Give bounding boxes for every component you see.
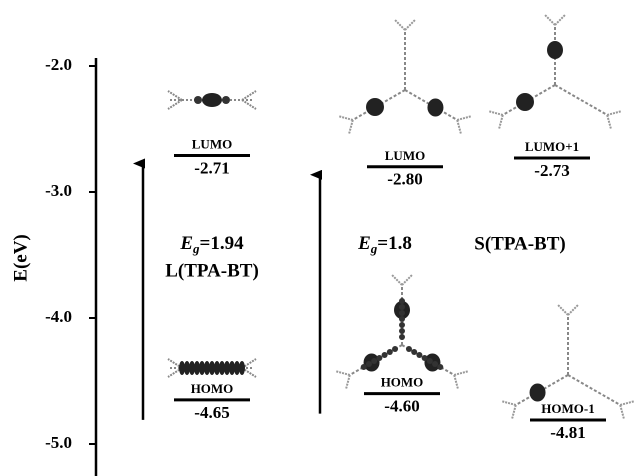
orbital-lobe <box>371 358 377 364</box>
orbital-lobe <box>361 364 367 370</box>
orbital-lobe <box>437 364 443 370</box>
orbital-lobe <box>530 384 546 402</box>
molecule-image <box>336 275 468 389</box>
molecule-bond <box>242 100 256 109</box>
y-tick-label: -5.0 <box>45 433 72 452</box>
orbital-lobe <box>427 358 433 364</box>
molecule-bond <box>555 85 607 115</box>
y-tick-label: -4.0 <box>45 307 72 326</box>
molecule-bond <box>242 91 256 100</box>
y-tick-label: -3.0 <box>45 181 72 200</box>
orbital-lobe <box>366 361 372 367</box>
molecule-bond <box>502 401 516 405</box>
level-value: -2.73 <box>534 161 569 180</box>
level-name: LUMO <box>385 148 425 163</box>
molecule-bond <box>454 371 468 375</box>
orbital-lobe <box>416 352 422 358</box>
molecule-image <box>339 20 471 134</box>
molecule-bond <box>620 405 624 419</box>
molecule-bond <box>168 91 182 100</box>
orbital-lobe <box>399 316 405 322</box>
level-value: -2.80 <box>387 170 422 189</box>
molecule-bond <box>607 115 611 129</box>
molecule-bond <box>568 305 578 315</box>
molecule-bond <box>346 375 350 389</box>
molecule-bond <box>545 15 555 25</box>
orbital-lobe <box>194 96 202 104</box>
orbital-lobe <box>411 349 417 355</box>
orbital-lobe <box>399 334 405 340</box>
molecule-image <box>489 15 621 129</box>
molecule-bond <box>489 111 503 115</box>
y-axis-label: E(eV) <box>10 234 31 281</box>
molecule-bond <box>395 20 405 30</box>
chart: E(eV) -2.0 -3.0 -4.0 -5.0 LUMO -2.71 HOMO -4.65… <box>0 0 636 476</box>
orbital-lobe <box>399 298 405 304</box>
molecule-bond <box>512 405 516 419</box>
molecule-bond <box>168 100 182 109</box>
level-name: HOMO <box>381 375 424 390</box>
level-name: HOMO-1 <box>541 401 594 416</box>
level-name: HOMO <box>191 381 234 396</box>
orbital-lobe <box>392 346 398 352</box>
orbital-lobe <box>222 96 230 104</box>
group-name: L(TPA-BT) <box>165 260 259 281</box>
orbital-lobe <box>422 355 428 361</box>
level-value: -2.71 <box>194 158 229 177</box>
orbital-lobe <box>366 98 384 116</box>
molecule-bond <box>336 371 350 375</box>
molecule-image <box>168 359 256 377</box>
molecule-image <box>168 91 256 109</box>
orbital-lobe <box>387 349 393 355</box>
molecule-bond <box>499 115 503 129</box>
orbital-lobe <box>399 328 405 334</box>
orbital-lobe <box>239 361 245 375</box>
group-name: S(TPA-BT) <box>474 233 565 254</box>
orbital-lobe <box>516 93 534 111</box>
level-name: LUMO+1 <box>525 139 579 154</box>
molecule-bond <box>392 275 402 285</box>
orbital-lobe <box>406 346 412 352</box>
level-value: -4.60 <box>384 397 419 416</box>
molecule-bond <box>339 116 353 120</box>
orbital-lobe <box>399 304 405 310</box>
molecule-bond <box>349 120 353 134</box>
molecule-bond <box>607 111 621 115</box>
molecule-bond <box>457 120 461 134</box>
orbital-lobe <box>202 93 222 107</box>
molecule-bond <box>457 116 471 120</box>
y-tick-label: -2.0 <box>45 55 72 74</box>
orbital-lobe <box>376 355 382 361</box>
gap-label: Eg=1.94 <box>179 233 244 256</box>
orbital-lobe <box>399 310 405 316</box>
molecule-bond <box>558 305 568 315</box>
orbital-lobe <box>382 352 388 358</box>
orbital-lobe <box>399 322 405 328</box>
orbital-lobe <box>432 361 438 367</box>
gap-label: Eg=1.8 <box>357 233 412 256</box>
molecule-bond <box>555 15 565 25</box>
level-value: -4.81 <box>550 423 585 442</box>
level-name: LUMO <box>192 136 232 151</box>
molecule-bond <box>402 275 412 285</box>
molecule-bond <box>405 20 415 30</box>
molecule-bond <box>454 375 458 389</box>
orbital-lobe <box>547 41 563 59</box>
orbital-lobe <box>427 99 443 117</box>
molecule-bond <box>620 401 634 405</box>
level-value: -4.65 <box>194 403 229 422</box>
